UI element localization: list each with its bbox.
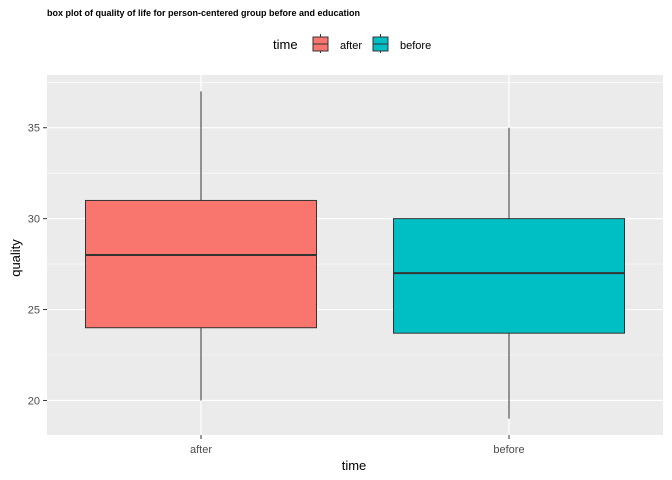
legend-label: after: [340, 40, 362, 52]
legend: time after before: [273, 34, 431, 53]
x-tick-label-after: after: [190, 444, 212, 456]
x-axis-title: time: [342, 458, 367, 473]
x-axis-ticks: after before: [190, 435, 525, 456]
y-tick-label: 30: [28, 214, 40, 226]
y-axis-ticks: 20 25 30 35: [28, 123, 47, 407]
y-tick-label: 20: [28, 395, 40, 407]
y-tick-label: 35: [28, 123, 40, 135]
y-axis-title: quality: [8, 239, 23, 277]
legend-label: before: [400, 40, 431, 52]
boxes: [85, 91, 625, 419]
x-tick-label-before: before: [493, 444, 524, 456]
legend-item-after: after: [312, 34, 362, 53]
y-tick-label: 25: [28, 305, 40, 317]
box-body: [393, 218, 625, 334]
chart-title: box plot of quality of life for person-c…: [47, 8, 360, 18]
box-after: [85, 91, 317, 401]
legend-title: time: [273, 37, 298, 52]
box-body: [85, 199, 317, 329]
legend-item-before: before: [372, 34, 431, 53]
box-before: [393, 127, 625, 419]
